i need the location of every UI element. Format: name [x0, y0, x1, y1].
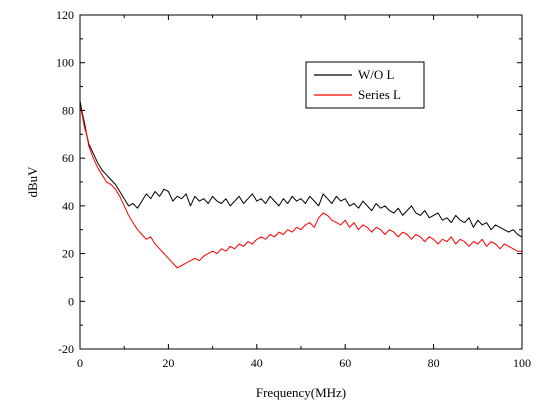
- y-tick-label: 80: [62, 103, 74, 117]
- x-tick-label: 60: [339, 356, 351, 370]
- y-tick-label: 40: [62, 199, 74, 213]
- x-tick-label: 40: [251, 356, 263, 370]
- legend-box: [305, 61, 425, 109]
- x-tick-label: 20: [162, 356, 174, 370]
- x-tick-label: 100: [513, 356, 531, 370]
- legend-label-series-l: Series L: [358, 87, 401, 102]
- x-axis-title: Frequency(MHz): [256, 385, 346, 400]
- y-tick-label: -20: [58, 342, 74, 356]
- y-tick-label: 0: [68, 294, 74, 308]
- x-tick-label: 80: [428, 356, 440, 370]
- plot-frame: [79, 14, 523, 350]
- series-line-w-o-l: [80, 100, 522, 238]
- y-tick-label: 120: [56, 8, 74, 22]
- x-tick-label: 0: [77, 356, 83, 370]
- y-axis-title: dBuV: [25, 166, 40, 198]
- y-tick-label: 20: [62, 247, 74, 261]
- y-tick-label: 100: [56, 56, 74, 70]
- y-tick-label: 60: [62, 151, 74, 165]
- series-line-series-l: [80, 105, 522, 269]
- legend-label-w-o-l: W/O L: [358, 67, 395, 82]
